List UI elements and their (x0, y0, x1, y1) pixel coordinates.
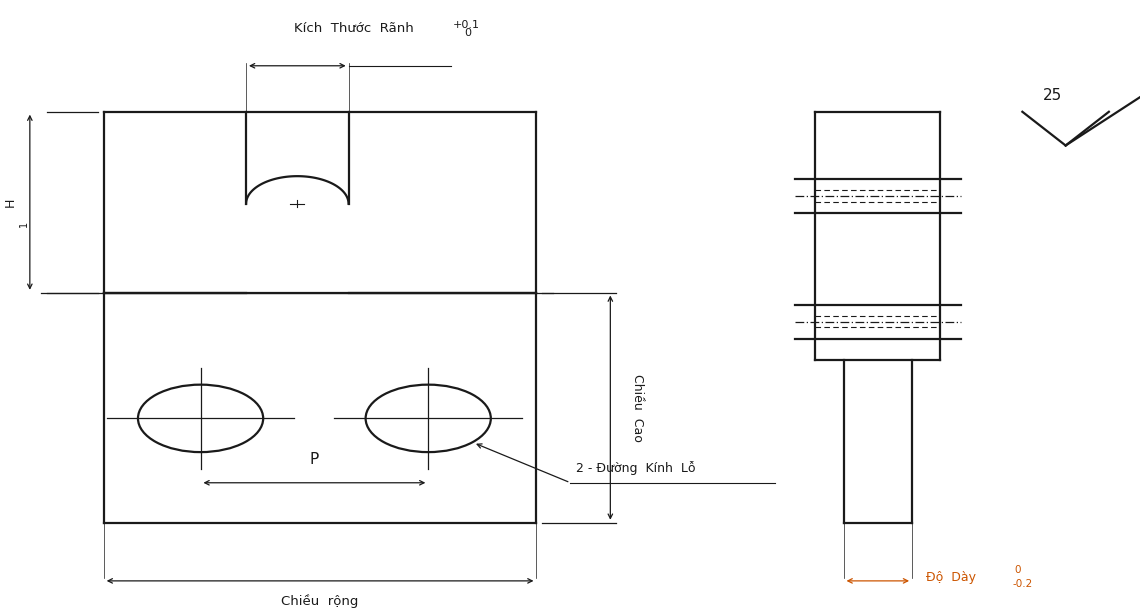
Text: 1: 1 (19, 221, 30, 227)
Text: Kích  Thước  Rãnh: Kích Thước Rãnh (294, 22, 414, 36)
Text: Chiều  rộng: Chiều rộng (282, 594, 358, 608)
Text: Độ  Dày: Độ Dày (925, 571, 976, 585)
Text: 0: 0 (464, 28, 471, 38)
Text: H: H (5, 198, 17, 207)
Text: P: P (309, 452, 319, 468)
Text: 0: 0 (1014, 565, 1021, 575)
Text: +0.1: +0.1 (453, 20, 480, 30)
Text: 2 - Đường  Kính  Lỗ: 2 - Đường Kính Lỗ (576, 461, 696, 476)
Text: -0.2: -0.2 (1012, 579, 1033, 589)
Text: 25: 25 (1043, 87, 1062, 103)
Text: Chiều  Cao: Chiều Cao (631, 374, 644, 442)
